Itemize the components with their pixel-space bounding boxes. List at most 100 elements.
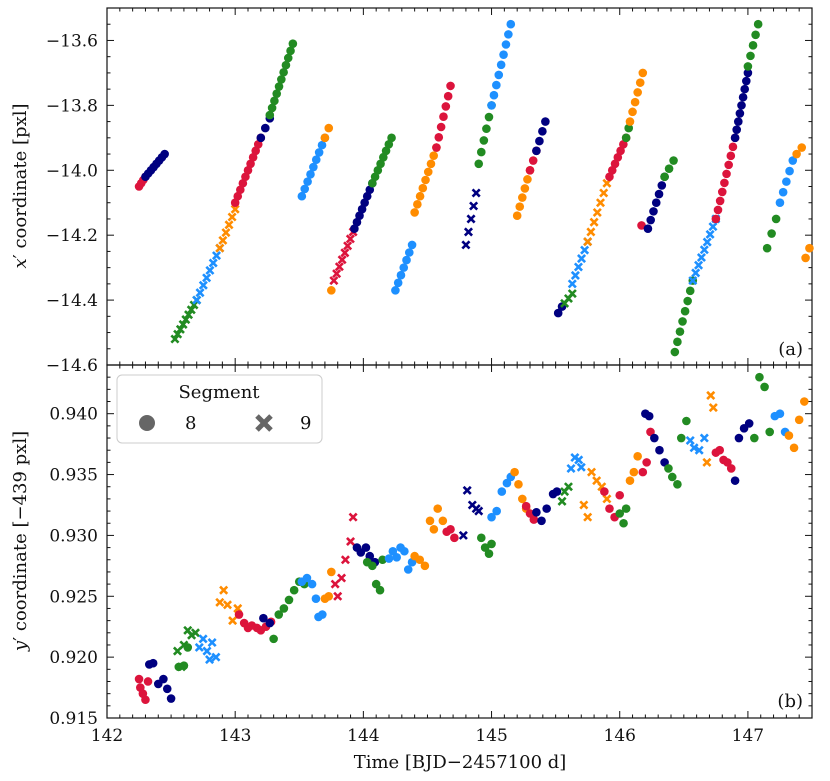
y-tick-label: −13.6	[46, 31, 98, 51]
data-point-panel-a	[501, 40, 511, 49]
x-tick-label: 142	[91, 726, 123, 746]
data-point-panel-b	[664, 464, 673, 473]
data-point-panel-b	[284, 595, 294, 605]
data-point-panel-a	[246, 159, 255, 169]
data-point-cross-panel-b	[228, 616, 238, 626]
data-point-panel-a	[797, 143, 807, 152]
data-point-panel-a	[717, 187, 727, 197]
data-point-cross-panel-a	[205, 265, 215, 275]
data-point-cross-panel-b	[583, 512, 593, 522]
data-point-panel-a	[523, 175, 532, 184]
data-point-cross-panel-b	[685, 435, 695, 445]
data-point-panel-a	[479, 136, 489, 145]
data-point-panel-a	[492, 80, 501, 90]
data-point-cross-panel-a	[227, 212, 237, 222]
data-point-panel-b	[760, 382, 769, 392]
panel-a: −13.6 −13.8 −14.0 −14.2 −14.4 −14.6 (a) x′ co…	[10, 7, 814, 376]
data-point-panel-a	[762, 243, 772, 253]
data-point-panel-b	[269, 634, 278, 644]
legend: Segment 8 9	[116, 374, 323, 444]
data-point-panel-b	[518, 494, 527, 504]
panel-b-ylabel-rest: coordinate [−439 pxl]	[10, 431, 31, 637]
data-point-cross-panel-a	[230, 204, 240, 214]
data-point-panel-a	[738, 92, 748, 102]
data-point-panel-a	[782, 177, 791, 186]
data-point-cross-panel-a	[694, 260, 704, 270]
data-point-panel-a	[265, 110, 275, 120]
data-point-panel-a	[324, 123, 334, 133]
data-point-panel-a	[288, 39, 298, 48]
panel-a-ticks: −13.6 −13.8 −14.0 −14.2 −14.4 −14.6	[46, 7, 813, 376]
data-point-panel-a	[515, 202, 525, 211]
data-point-panel-b	[166, 694, 176, 703]
data-point-panel-a	[785, 166, 794, 176]
data-point-panel-a	[277, 75, 286, 84]
data-point-panel-a	[429, 151, 439, 160]
data-point-panel-a	[628, 107, 637, 117]
data-point-panel-b	[726, 464, 736, 473]
data-point-panel-a	[743, 68, 753, 78]
data-point-panel-b	[327, 567, 336, 577]
data-point-cross-panel-a	[195, 288, 205, 298]
panel-b-ylabel: y′ coordinate [−439 pxl]	[10, 431, 31, 652]
data-point-panel-a	[616, 146, 625, 156]
data-point-cross-panel-b	[576, 462, 586, 472]
data-point-panel-b	[615, 509, 625, 518]
data-point-panel-b	[510, 467, 519, 477]
data-point-panel-a	[494, 70, 504, 80]
data-point-panel-a	[743, 62, 753, 71]
panel-a-ylabel-prime: ′	[10, 254, 31, 258]
data-point-panel-a	[740, 84, 750, 94]
data-point-panel-b	[446, 525, 455, 534]
data-point-panel-a	[767, 229, 776, 238]
legend-box	[116, 374, 323, 444]
data-point-panel-a	[720, 178, 729, 188]
data-point-panel-a	[512, 211, 522, 221]
data-point-cross-panel-b	[694, 445, 704, 455]
data-point-panel-b	[134, 674, 144, 684]
data-point-panel-b	[159, 674, 168, 684]
data-point-panel-b	[429, 525, 439, 534]
data-point-panel-a	[279, 67, 288, 77]
data-point-panel-a	[407, 240, 417, 250]
data-point-panel-b	[734, 433, 744, 443]
data-point-panel-b	[794, 415, 804, 425]
panel-a-points	[134, 19, 814, 357]
data-point-panel-a	[737, 101, 746, 110]
legend-cross-marker	[255, 414, 273, 432]
data-point-panel-b	[289, 585, 299, 595]
data-point-panel-a	[724, 160, 733, 170]
data-point-cross-panel-a	[570, 270, 580, 280]
data-point-panel-a	[482, 124, 491, 134]
data-point-cross-panel-b	[587, 467, 597, 477]
data-point-panel-a	[643, 224, 653, 233]
data-point-cross-panel-a	[708, 222, 718, 232]
data-point-panel-b	[234, 610, 244, 619]
data-point-panel-b	[415, 555, 425, 565]
data-point-panel-b	[715, 445, 725, 455]
data-point-panel-a	[675, 327, 685, 336]
data-point-panel-b	[259, 613, 268, 623]
y-tick-label: −13.8	[46, 96, 98, 116]
y-tick-label: 0.935	[49, 466, 98, 486]
data-point-panel-b	[682, 416, 691, 426]
panel-b: 142 143 144 145 146 147 0.915 0.920 0.925 0.930 0.…	[10, 364, 813, 773]
data-point-cross-panel-a	[702, 237, 712, 247]
data-point-panel-a	[541, 117, 550, 126]
data-point-panel-b	[744, 419, 754, 428]
data-point-cross-panel-a	[586, 227, 596, 237]
data-point-panel-a	[251, 146, 260, 156]
data-point-panel-a	[646, 215, 656, 225]
data-point-panel-a	[360, 198, 369, 208]
data-point-panel-a	[476, 147, 486, 157]
data-point-panel-b	[302, 573, 312, 583]
data-point-cross-panel-a	[184, 310, 194, 320]
y-tick-label: −14.6	[46, 356, 98, 376]
data-point-panel-b	[425, 516, 435, 526]
data-point-cross-panel-a	[178, 319, 188, 329]
x-tick-label: 143	[219, 726, 251, 746]
data-point-panel-a	[504, 30, 513, 39]
data-point-panel-a	[238, 178, 248, 188]
data-point-panel-a	[241, 172, 250, 182]
data-point-panel-b	[148, 658, 158, 668]
